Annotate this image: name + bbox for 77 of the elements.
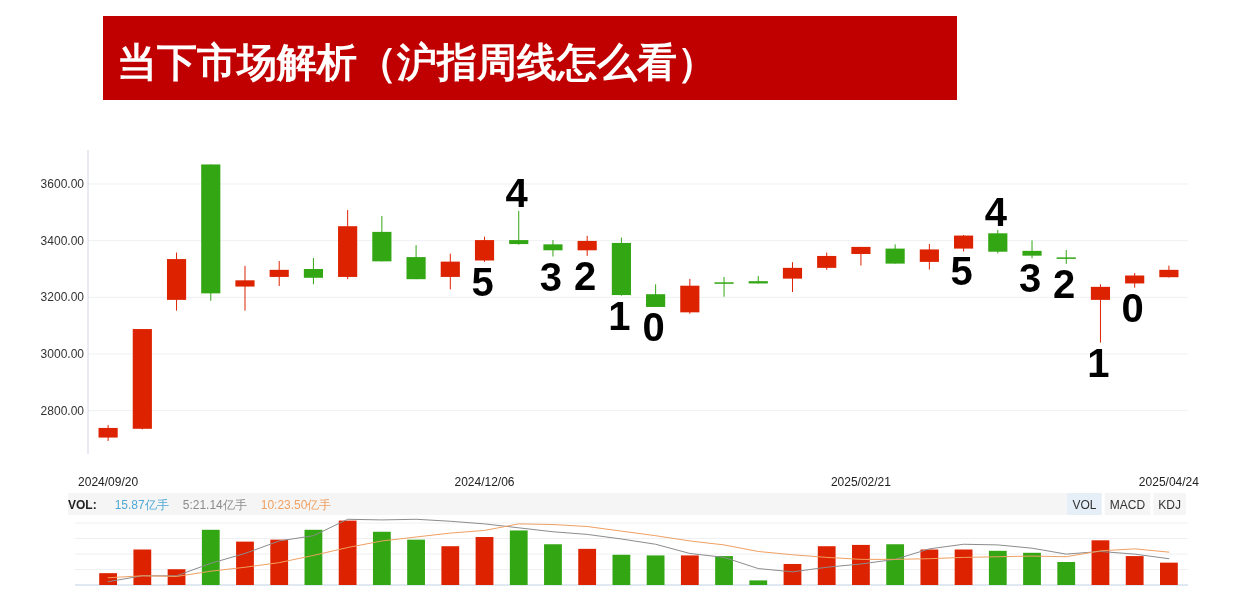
text: VOL bbox=[1072, 498, 1097, 512]
bar bbox=[817, 546, 836, 585]
candlestick bbox=[1022, 239, 1042, 259]
bar bbox=[1159, 562, 1178, 585]
bar bbox=[886, 544, 905, 585]
x-tick-label: 2025/04/24 bbox=[1138, 475, 1200, 489]
text: 5 bbox=[471, 259, 494, 304]
text: 2 bbox=[1053, 261, 1076, 306]
bar bbox=[270, 539, 289, 585]
bar bbox=[954, 549, 973, 585]
candlestick bbox=[509, 210, 529, 246]
bar bbox=[920, 549, 939, 585]
bar bbox=[1125, 556, 1144, 585]
chart-title: 当下市场解析（沪指周线怎么看） bbox=[117, 40, 717, 84]
bar bbox=[304, 529, 323, 585]
bar bbox=[578, 548, 597, 585]
bar bbox=[372, 531, 391, 585]
text: 1 bbox=[608, 293, 631, 338]
text: 15.87亿手 bbox=[114, 498, 169, 512]
bar bbox=[407, 539, 425, 585]
candlestick bbox=[474, 236, 495, 263]
bar bbox=[1091, 540, 1110, 585]
bar bbox=[988, 550, 1007, 585]
y-tick-label: 3400.00 bbox=[40, 233, 85, 248]
bar bbox=[133, 549, 152, 585]
candlestick bbox=[782, 261, 803, 293]
text: 10:23.50亿手 bbox=[260, 498, 332, 512]
candlestick bbox=[714, 276, 734, 298]
text: 3 bbox=[539, 254, 563, 299]
bar bbox=[852, 544, 870, 585]
bar bbox=[715, 556, 733, 585]
text: 4 bbox=[984, 189, 1007, 234]
text: 0 bbox=[1121, 285, 1144, 330]
bar bbox=[1057, 562, 1076, 585]
x-tick-label: 2024/09/20 bbox=[78, 475, 139, 489]
candlestick bbox=[543, 239, 563, 258]
candlestick bbox=[440, 253, 460, 290]
bar bbox=[338, 520, 357, 585]
bar bbox=[509, 530, 528, 585]
candlestick bbox=[577, 235, 597, 257]
bar bbox=[783, 563, 802, 585]
text: 2 bbox=[574, 253, 597, 298]
bar bbox=[544, 544, 562, 585]
x-tick-label: 2025/02/21 bbox=[830, 475, 892, 489]
candlestick bbox=[988, 229, 1008, 254]
candlestick bbox=[406, 244, 426, 280]
y-tick-label: 3600.00 bbox=[40, 177, 85, 191]
chart-title: VOL: bbox=[68, 498, 97, 512]
text: KDJ bbox=[1158, 498, 1181, 512]
bar bbox=[680, 555, 699, 585]
y-tick-label: 3200.00 bbox=[40, 290, 85, 305]
bar bbox=[1023, 552, 1041, 585]
candlestick bbox=[303, 257, 323, 285]
bar bbox=[236, 541, 254, 585]
candlestick bbox=[885, 243, 905, 265]
candlestick bbox=[269, 260, 289, 287]
bar bbox=[99, 573, 118, 585]
bar bbox=[475, 537, 494, 585]
bar bbox=[441, 546, 460, 585]
text: MACD bbox=[1109, 498, 1146, 512]
bar bbox=[749, 580, 768, 585]
candlestick bbox=[646, 283, 666, 308]
bar bbox=[612, 554, 631, 585]
y-tick-label: 3000.00 bbox=[40, 346, 85, 361]
y-tick-label: 2800.00 bbox=[40, 403, 85, 418]
text: 3 bbox=[1018, 256, 1042, 301]
candlestick bbox=[919, 243, 939, 271]
bar bbox=[201, 529, 220, 585]
text: 5:21.14亿手 bbox=[182, 498, 247, 512]
x-tick-label: 2024/12/06 bbox=[454, 475, 515, 489]
candlestick bbox=[1090, 283, 1111, 344]
text: 4 bbox=[505, 170, 528, 215]
text: 5 bbox=[950, 249, 973, 294]
text: 1 bbox=[1087, 340, 1110, 385]
text: 0 bbox=[642, 304, 665, 349]
bar bbox=[646, 555, 665, 585]
candlestick bbox=[235, 265, 255, 312]
